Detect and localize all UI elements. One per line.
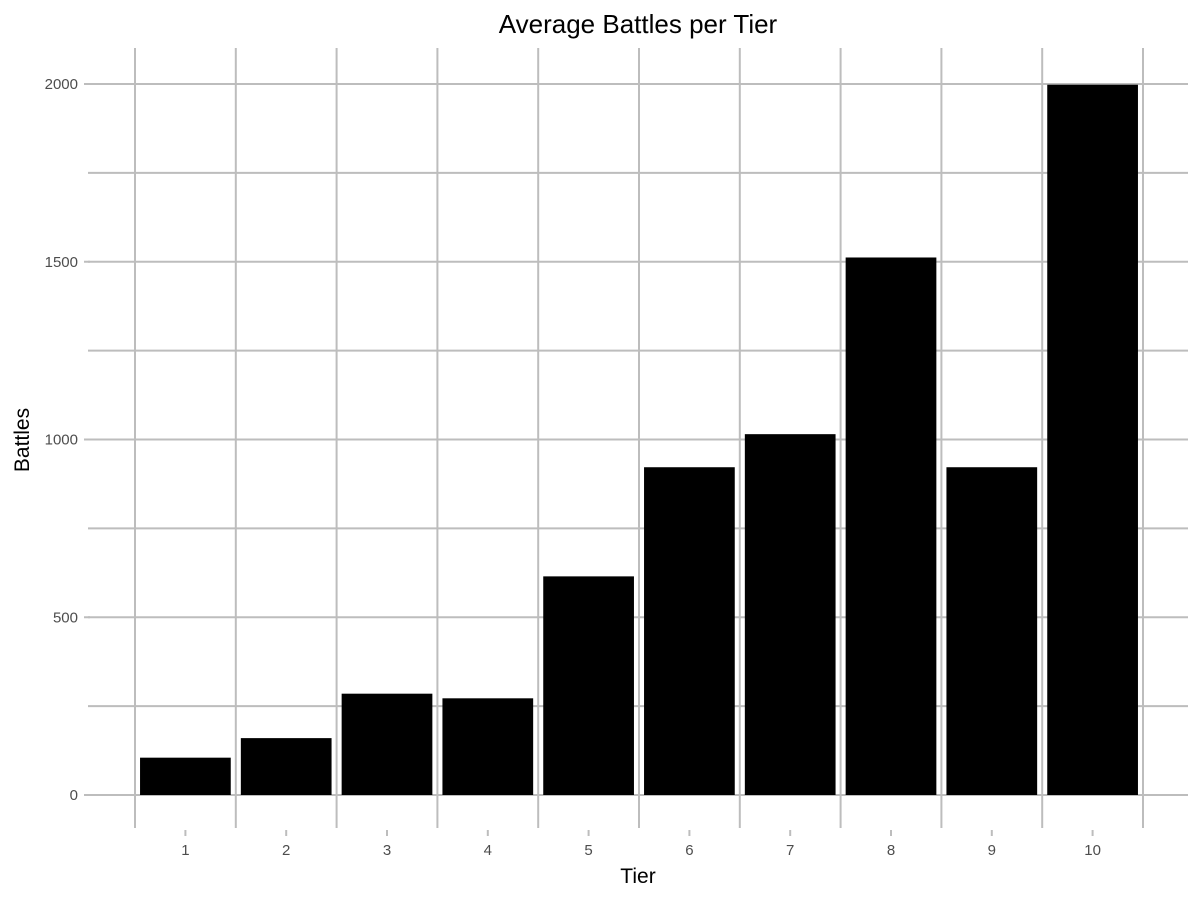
bar-tier-1: [140, 757, 231, 795]
x-tick-label: 9: [988, 842, 996, 859]
axis-layer: 0 500 1000 1500 2000 1 2 3 4 5 6 7 8 9 10: [45, 76, 1101, 859]
x-tick-label: 5: [584, 842, 592, 859]
y-tick-label: 1500: [45, 254, 78, 271]
bar-tier-7: [744, 434, 836, 795]
bar-layer: [140, 84, 1138, 795]
bar-tier-8: [845, 257, 937, 795]
x-tick-label: 2: [282, 842, 290, 859]
y-tick-label: 2000: [45, 76, 78, 93]
y-tick-label: 1000: [45, 432, 78, 449]
bar-tier-5: [543, 576, 634, 795]
bar-tier-2: [240, 738, 332, 795]
y-axis-title: Battles: [11, 408, 34, 472]
x-tick-label: 3: [383, 842, 391, 859]
bar-tier-9: [946, 467, 1038, 795]
bar-tier-6: [644, 467, 735, 795]
x-tick-label: 6: [685, 842, 693, 859]
bar-tier-3: [341, 693, 433, 795]
x-tick-label: 8: [887, 842, 895, 859]
x-tick-label: 1: [181, 842, 189, 859]
x-tick-label: 4: [484, 842, 492, 859]
bar-tier-4: [442, 698, 534, 795]
y-tick-label: 500: [53, 609, 78, 626]
x-tick-label: 10: [1084, 842, 1101, 859]
grid-layer: [88, 48, 1188, 828]
x-axis-title: Tier: [620, 865, 655, 888]
y-tick-label: 0: [70, 787, 78, 804]
bar-tier-10: [1047, 84, 1138, 795]
chart-title: Average Battles per Tier: [499, 9, 778, 39]
x-tick-label: 7: [786, 842, 794, 859]
